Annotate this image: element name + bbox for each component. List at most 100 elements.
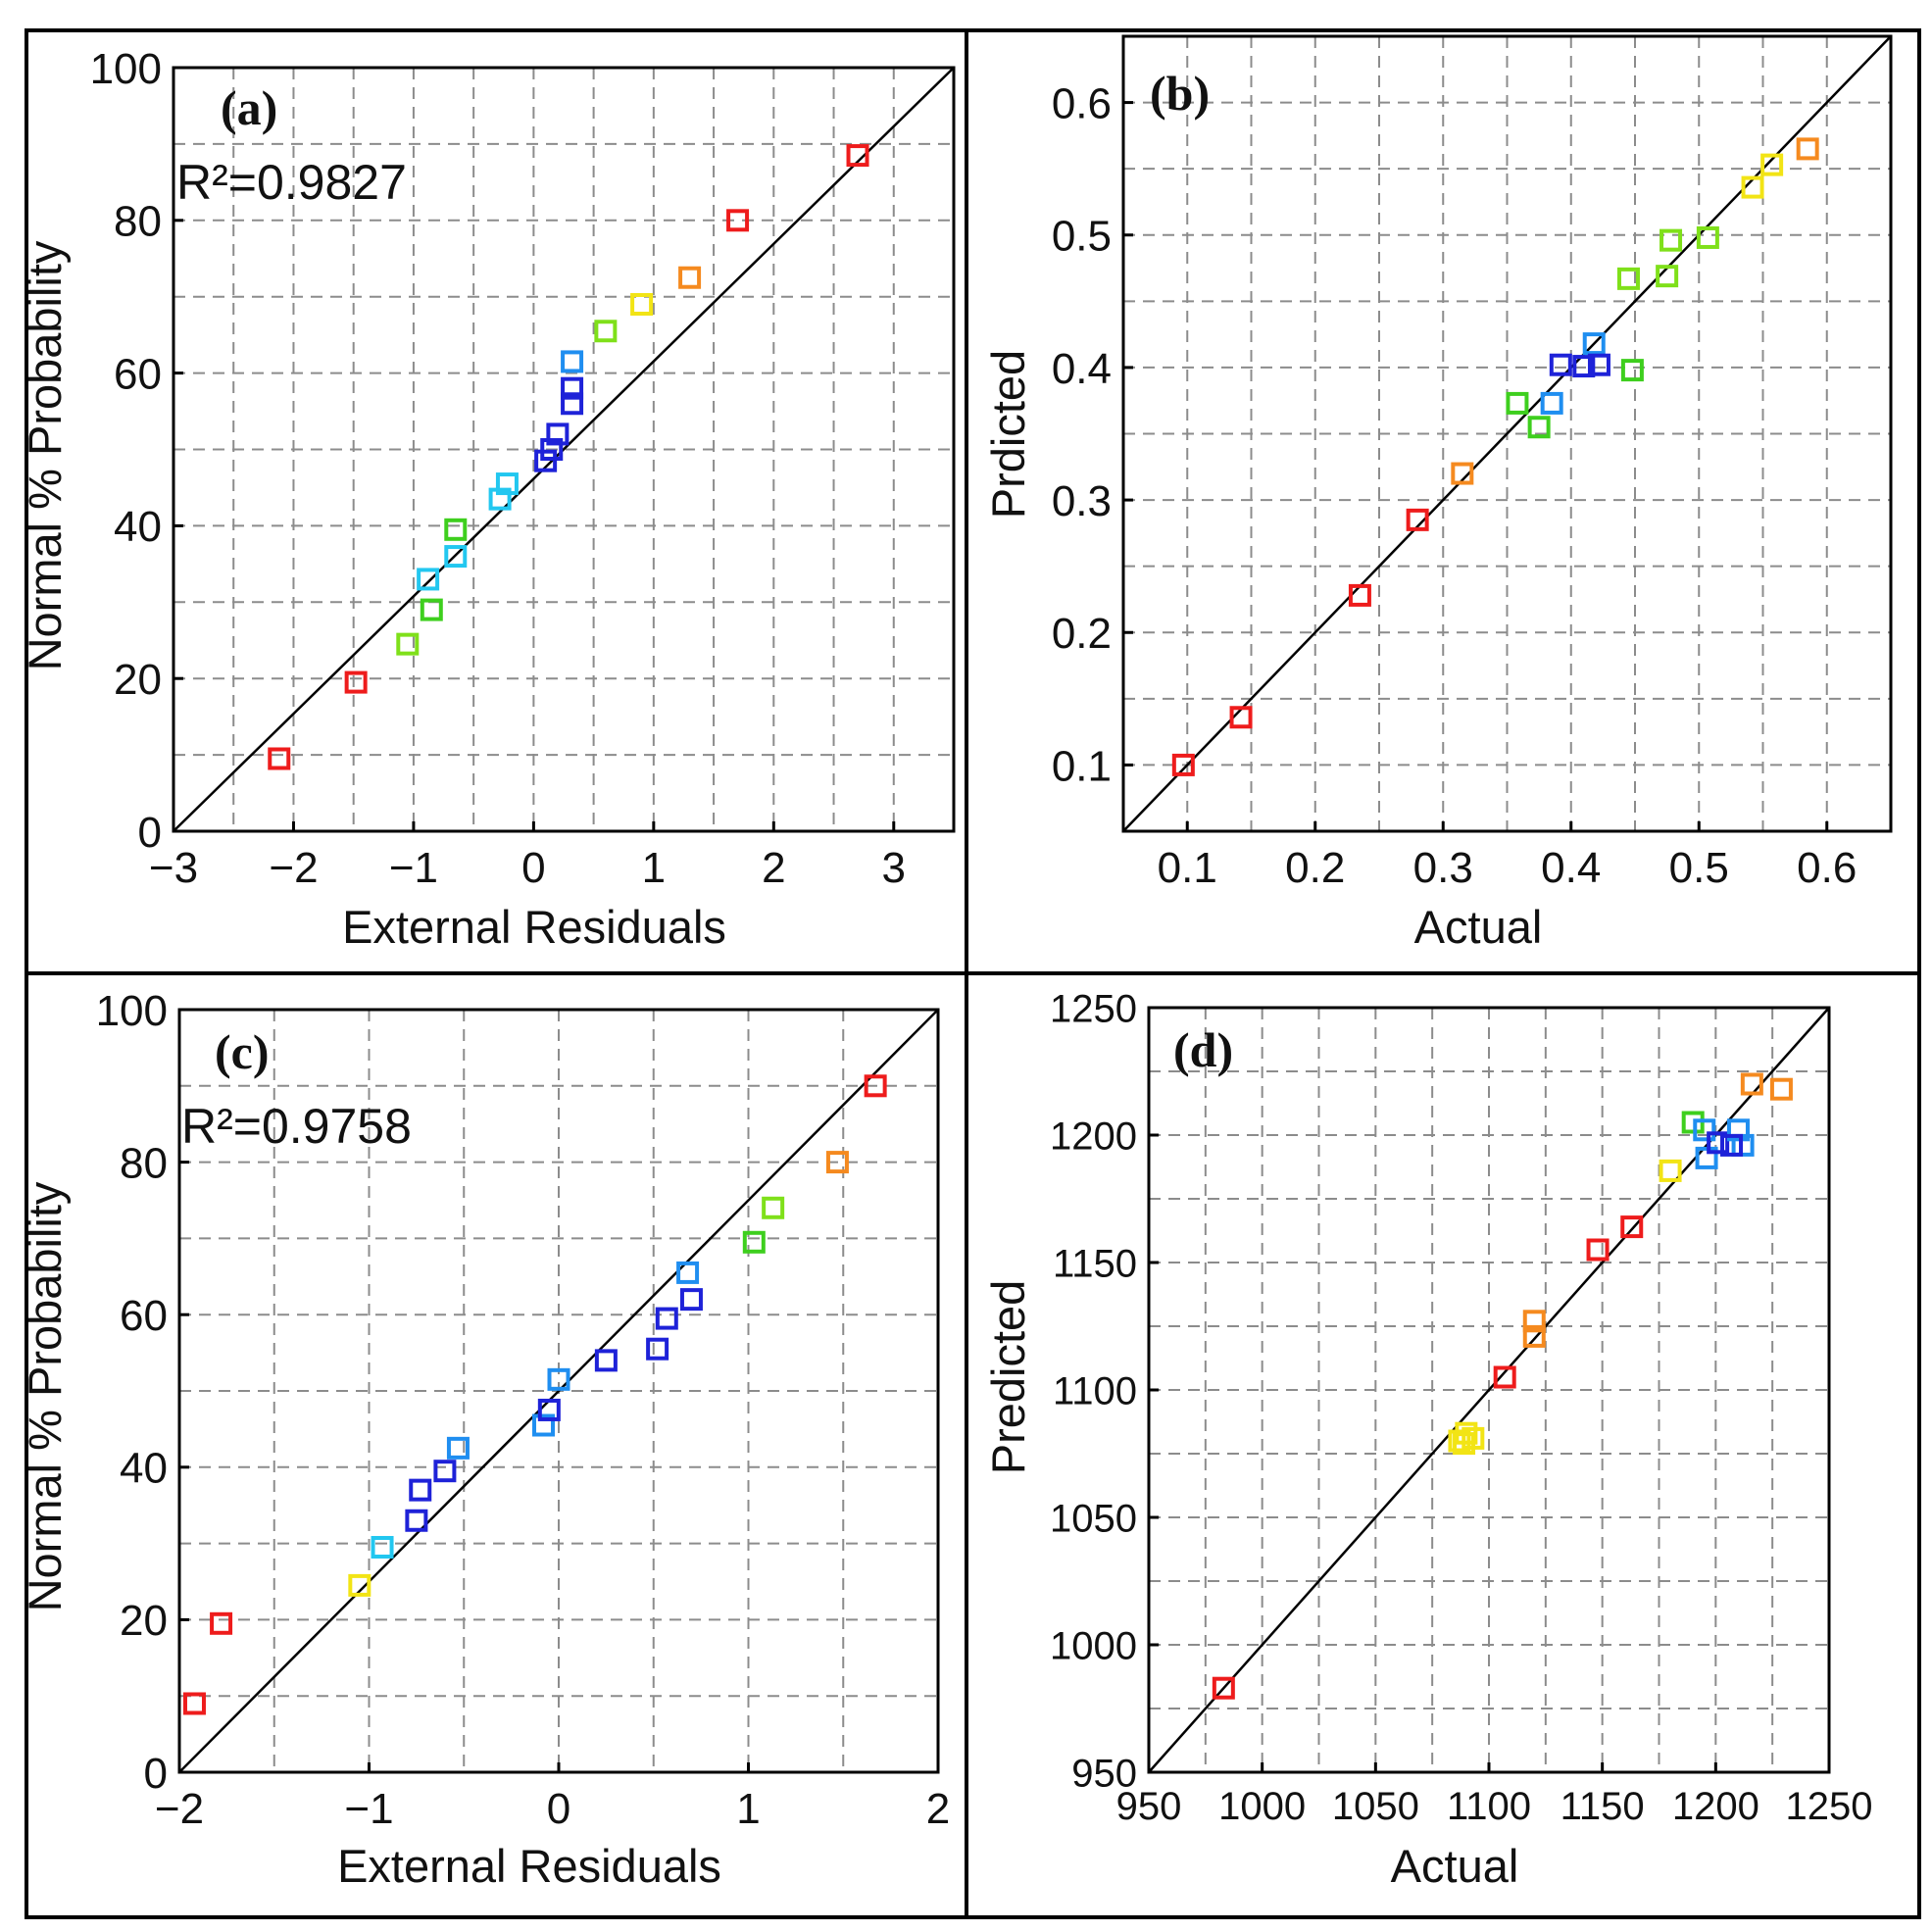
data-point (1616, 267, 1640, 290)
data-point (1506, 391, 1529, 415)
x-tick-label: 0.3 (1413, 844, 1473, 892)
x-tick-label: 0 (521, 844, 545, 892)
x-tick-label: 0.5 (1669, 844, 1729, 892)
x-tick-label: 950 (1116, 1785, 1182, 1828)
data-point (547, 1367, 570, 1391)
y-axis-label: Predicted (982, 1280, 1034, 1475)
data-point (1695, 1146, 1718, 1169)
data-point (1731, 1133, 1755, 1157)
data-point (1493, 1365, 1516, 1389)
y-tick-label: 1250 (1050, 987, 1137, 1030)
data-point (420, 598, 443, 621)
data-point (1741, 175, 1764, 199)
plot-frame (1121, 34, 1893, 833)
x-tick-label: 1150 (1560, 1785, 1645, 1828)
y-tick-label: 20 (114, 656, 162, 704)
y-tick-label: 1000 (1050, 1624, 1137, 1667)
data-point (1659, 1159, 1682, 1182)
data-point (182, 1692, 206, 1715)
data-point (1693, 1118, 1716, 1142)
y-tick-label: 40 (114, 503, 162, 551)
data-point (630, 292, 654, 316)
data-point (444, 545, 468, 569)
x-tick-label: 0.4 (1541, 844, 1601, 892)
chart-panel-b: 0.1 0.2 0.3 0.4 0.5 0.6 0.1 0.2 0.3 0.4 0.5 0.6 Actu… (982, 34, 1893, 953)
data-point (1406, 508, 1429, 531)
data-point (594, 1349, 618, 1372)
data-point (1582, 332, 1606, 356)
panel-label: (d) (1173, 1022, 1233, 1077)
data-point (1549, 353, 1572, 376)
data-point (1229, 706, 1253, 729)
panel-label: (c) (215, 1024, 270, 1079)
data-point (1451, 462, 1474, 485)
data-point (1656, 265, 1679, 288)
data-point (1522, 1324, 1546, 1348)
y-tick-label: 950 (1071, 1752, 1137, 1795)
y-tick-label: 0.3 (1052, 477, 1112, 525)
data-point (1522, 1310, 1546, 1333)
x-tick-label: −1 (389, 844, 438, 892)
y-axis-label: Prdicted (982, 350, 1034, 519)
y-tick-label: 60 (114, 350, 162, 398)
data-point (1212, 1676, 1235, 1700)
data-point (433, 1460, 457, 1483)
x-axis-label: Actual (1391, 1840, 1519, 1892)
data-point (534, 449, 558, 472)
data-point (726, 209, 750, 232)
y-tick-label: 0.4 (1052, 345, 1112, 393)
data-point (742, 1230, 766, 1254)
data-point (210, 1611, 233, 1635)
y-tick-label: 0 (138, 809, 162, 857)
x-tick-label: 1250 (1786, 1785, 1873, 1828)
data-point (344, 670, 368, 694)
data-point (1726, 1118, 1750, 1142)
x-tick-label: 1 (642, 844, 666, 892)
y-tick-label: 80 (114, 198, 162, 246)
y-tick-label: 0.5 (1052, 213, 1112, 261)
x-tick-label: −3 (149, 844, 198, 892)
y-tick-label: 100 (96, 987, 168, 1035)
data-point (405, 1509, 428, 1532)
data-point (561, 376, 584, 400)
y-tick-label: 40 (120, 1445, 168, 1493)
data-point (1572, 355, 1596, 378)
x-tick-label: 1200 (1672, 1785, 1759, 1828)
data-point (825, 1151, 849, 1174)
data-point (446, 1436, 470, 1460)
y-tick-label: 1150 (1053, 1242, 1137, 1285)
data-point (348, 1573, 372, 1597)
y-tick-label: 1200 (1050, 1115, 1137, 1158)
data-point (594, 320, 618, 343)
x-axis-label: Actual (1414, 901, 1543, 953)
data-point (646, 1337, 669, 1361)
data-point (1540, 391, 1563, 415)
x-tick-label: 3 (882, 844, 906, 892)
y-tick-label: 80 (120, 1139, 168, 1187)
x-tick-label: 0.2 (1285, 844, 1345, 892)
y-tick-label: 1100 (1053, 1369, 1137, 1412)
data-point (1740, 1072, 1763, 1096)
y-tick-label: 0 (144, 1750, 168, 1798)
data-point (1620, 1215, 1644, 1239)
data-point (1760, 153, 1784, 176)
data-point (561, 350, 584, 373)
panel-label: (b) (1150, 66, 1210, 121)
y-tick-label: 1050 (1050, 1497, 1137, 1540)
data-point (762, 1196, 785, 1219)
data-point (488, 487, 512, 511)
data-point (409, 1478, 432, 1502)
chart-panel-d: 950 1000 1050 1100 1150 1200 1250 950 1000 1050 11… (982, 987, 1872, 1892)
fit-line (178, 1009, 939, 1773)
fit-line (173, 67, 955, 832)
data-point (268, 747, 291, 770)
r-squared-annotation: R²=0.9758 (181, 1099, 412, 1154)
data-point (1720, 1133, 1744, 1157)
data-point (679, 1288, 703, 1312)
data-point (546, 422, 570, 446)
y-tick-label: 0.1 (1052, 742, 1112, 790)
y-tick-label: 60 (120, 1292, 168, 1340)
y-tick-label: 20 (120, 1597, 168, 1645)
data-point (1620, 359, 1644, 382)
